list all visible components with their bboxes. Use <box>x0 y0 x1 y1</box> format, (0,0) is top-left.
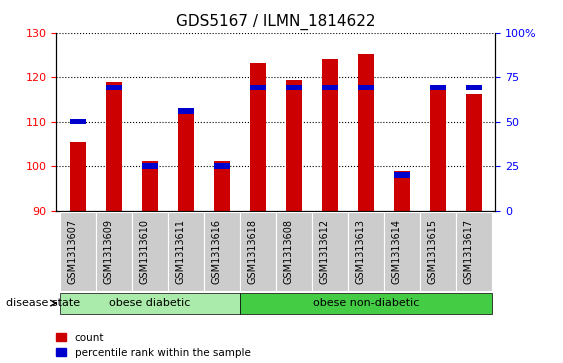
Bar <box>178 112 194 211</box>
Bar <box>70 119 86 124</box>
Bar <box>394 171 410 211</box>
Bar <box>250 63 266 211</box>
Text: GSM1313617: GSM1313617 <box>464 219 474 284</box>
Text: obese diabetic: obese diabetic <box>109 298 190 308</box>
Bar <box>466 94 482 211</box>
Text: GSM1313618: GSM1313618 <box>248 219 258 284</box>
Text: GSM1313614: GSM1313614 <box>392 219 402 284</box>
Text: GSM1313610: GSM1313610 <box>140 219 150 284</box>
Bar <box>214 163 230 169</box>
Bar <box>322 59 338 211</box>
Title: GDS5167 / ILMN_1814622: GDS5167 / ILMN_1814622 <box>176 14 376 30</box>
Text: disease state: disease state <box>6 298 80 308</box>
Text: GSM1313613: GSM1313613 <box>356 219 366 284</box>
Bar <box>142 163 158 169</box>
Bar <box>394 172 409 178</box>
Bar <box>214 161 230 211</box>
Bar <box>178 108 194 114</box>
Text: GSM1313612: GSM1313612 <box>320 219 330 284</box>
Bar <box>430 85 445 90</box>
Text: GSM1313608: GSM1313608 <box>284 219 294 284</box>
Bar <box>358 54 374 211</box>
Text: GSM1313607: GSM1313607 <box>68 219 78 284</box>
Bar <box>106 82 122 211</box>
Text: GSM1313615: GSM1313615 <box>428 219 438 284</box>
Text: obese non-diabetic: obese non-diabetic <box>312 298 419 308</box>
Bar <box>106 85 122 90</box>
Bar <box>466 85 481 90</box>
Bar <box>430 90 446 211</box>
Bar <box>70 142 86 211</box>
Bar <box>322 85 338 90</box>
Bar <box>250 85 266 90</box>
Bar <box>286 80 302 211</box>
Bar <box>358 85 374 90</box>
Text: GSM1313609: GSM1313609 <box>104 219 114 284</box>
Text: GSM1313611: GSM1313611 <box>176 219 186 284</box>
Bar <box>286 85 302 90</box>
Text: GSM1313616: GSM1313616 <box>212 219 222 284</box>
Bar <box>142 161 158 211</box>
Legend: count, percentile rank within the sample: count, percentile rank within the sample <box>56 333 251 358</box>
